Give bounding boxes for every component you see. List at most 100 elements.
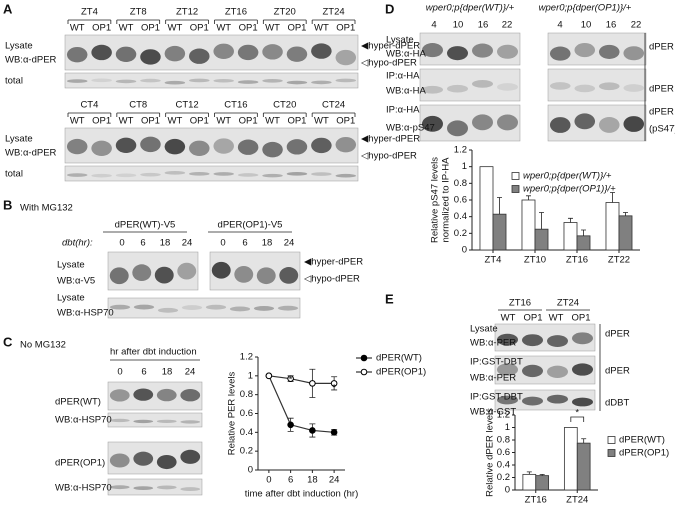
row-label: WB:α-pS47	[386, 123, 435, 134]
blot-band	[109, 485, 130, 490]
blot-band	[547, 394, 568, 404]
blot-band	[213, 138, 234, 154]
row-label: IP:GST-DBT	[470, 392, 523, 403]
time: 0	[119, 238, 124, 249]
time: 16	[478, 20, 489, 31]
band-label: ◁hypo-dPER	[304, 274, 360, 285]
blot-band	[156, 419, 177, 424]
row-label: WB:α-HSP70	[55, 415, 112, 426]
panel-label: A	[3, 1, 13, 16]
blot-band	[66, 79, 88, 83]
blot-band	[180, 420, 201, 424]
band-label: ◀hyper-dPER	[304, 257, 363, 268]
blot-band	[156, 485, 177, 490]
lane-label: WT	[265, 23, 280, 34]
blot-band	[598, 44, 620, 59]
genotype: wper0;p{dper(OP1)}/+	[539, 3, 632, 14]
point	[309, 427, 316, 434]
blot-band	[189, 48, 210, 64]
y-tick-label: 1	[505, 422, 510, 433]
y-tick-label: 0.2	[240, 446, 253, 457]
column-label: CT12	[175, 100, 198, 111]
series-line	[268, 375, 335, 433]
column-label: CT8	[129, 100, 147, 111]
blot-band	[253, 306, 275, 311]
blot-band	[472, 80, 493, 88]
genotype: wper0;p{dper(WT)}/+	[426, 3, 515, 14]
lane-label: WT	[216, 23, 231, 34]
right-label: dPER	[605, 329, 630, 340]
legend-swatch	[511, 172, 520, 180]
blot-band	[109, 389, 130, 402]
blot-band	[237, 173, 259, 177]
lane-label: OP1	[287, 23, 306, 34]
blot-band	[574, 84, 596, 93]
blot-band	[335, 173, 357, 178]
row-label: WB:α-PER	[470, 338, 516, 349]
blot-band	[91, 173, 112, 178]
blot-band	[574, 43, 596, 58]
blot-band	[180, 449, 201, 464]
y-tick-label: 0.6	[454, 195, 467, 206]
column-label: ZT16	[509, 298, 531, 309]
bar	[576, 442, 591, 491]
blot-band	[180, 487, 201, 492]
time: 18	[162, 367, 173, 378]
time: 4	[557, 20, 562, 31]
time: 10	[581, 20, 592, 31]
band-label: ◁hypo-dPER	[361, 58, 417, 69]
time: 6	[140, 238, 145, 249]
y-tick-label: 1.2	[454, 145, 467, 156]
panel-label: B	[3, 197, 12, 212]
y-tick-label: 1	[248, 370, 253, 381]
row-label: WB:α-V5	[57, 276, 95, 287]
column-label: ZT12	[176, 7, 198, 18]
blot-band	[335, 136, 357, 153]
blot-band	[164, 138, 186, 155]
blot-band	[156, 388, 177, 402]
blot-band	[157, 307, 179, 313]
blot-band	[109, 453, 130, 468]
lane-label: OP1	[336, 116, 355, 127]
blot	[64, 34, 359, 71]
blot-band	[547, 335, 568, 347]
lane-label: OP1	[141, 23, 160, 34]
y-tick-label: 1.2	[497, 410, 510, 421]
lane-label: OP1	[190, 116, 209, 127]
band-label: ◁hypo-dPER	[361, 151, 417, 162]
legend-swatch	[511, 185, 520, 193]
blot-band	[133, 388, 154, 401]
bar	[605, 202, 620, 251]
blot-band	[229, 306, 251, 312]
blot-band	[286, 46, 308, 62]
blot-band	[286, 139, 308, 155]
error-bar	[581, 438, 587, 444]
lane-label: WT	[549, 313, 564, 324]
blot-band	[140, 49, 161, 65]
blot-band	[549, 46, 571, 61]
row-label: WB:α-HSP70	[55, 483, 112, 494]
error-bar	[609, 192, 615, 203]
x-tick-label: ZT10	[524, 255, 546, 266]
y-axis-label: normalized to IP-HA	[441, 157, 452, 243]
annotation: *	[575, 408, 579, 419]
time: 24	[284, 238, 295, 249]
legend-label: dPER(WT)	[376, 353, 422, 364]
blot-band	[189, 140, 210, 156]
lane-label: OP1	[239, 116, 258, 127]
blot-band	[277, 305, 299, 311]
legend-marker	[360, 368, 368, 376]
right-label: dDBT	[605, 398, 629, 409]
blot-band	[311, 137, 332, 154]
blot-band	[598, 82, 620, 91]
column-label: CT24	[322, 100, 345, 111]
column-label: ZT24	[557, 298, 579, 309]
y-tick-label: 0.4	[240, 427, 253, 438]
lane-label: WT	[70, 23, 85, 34]
lane-label: WT	[501, 313, 516, 324]
blot-band	[140, 78, 161, 83]
blot-band	[549, 117, 571, 133]
row-label: total	[5, 76, 23, 87]
blot-band	[213, 43, 234, 59]
